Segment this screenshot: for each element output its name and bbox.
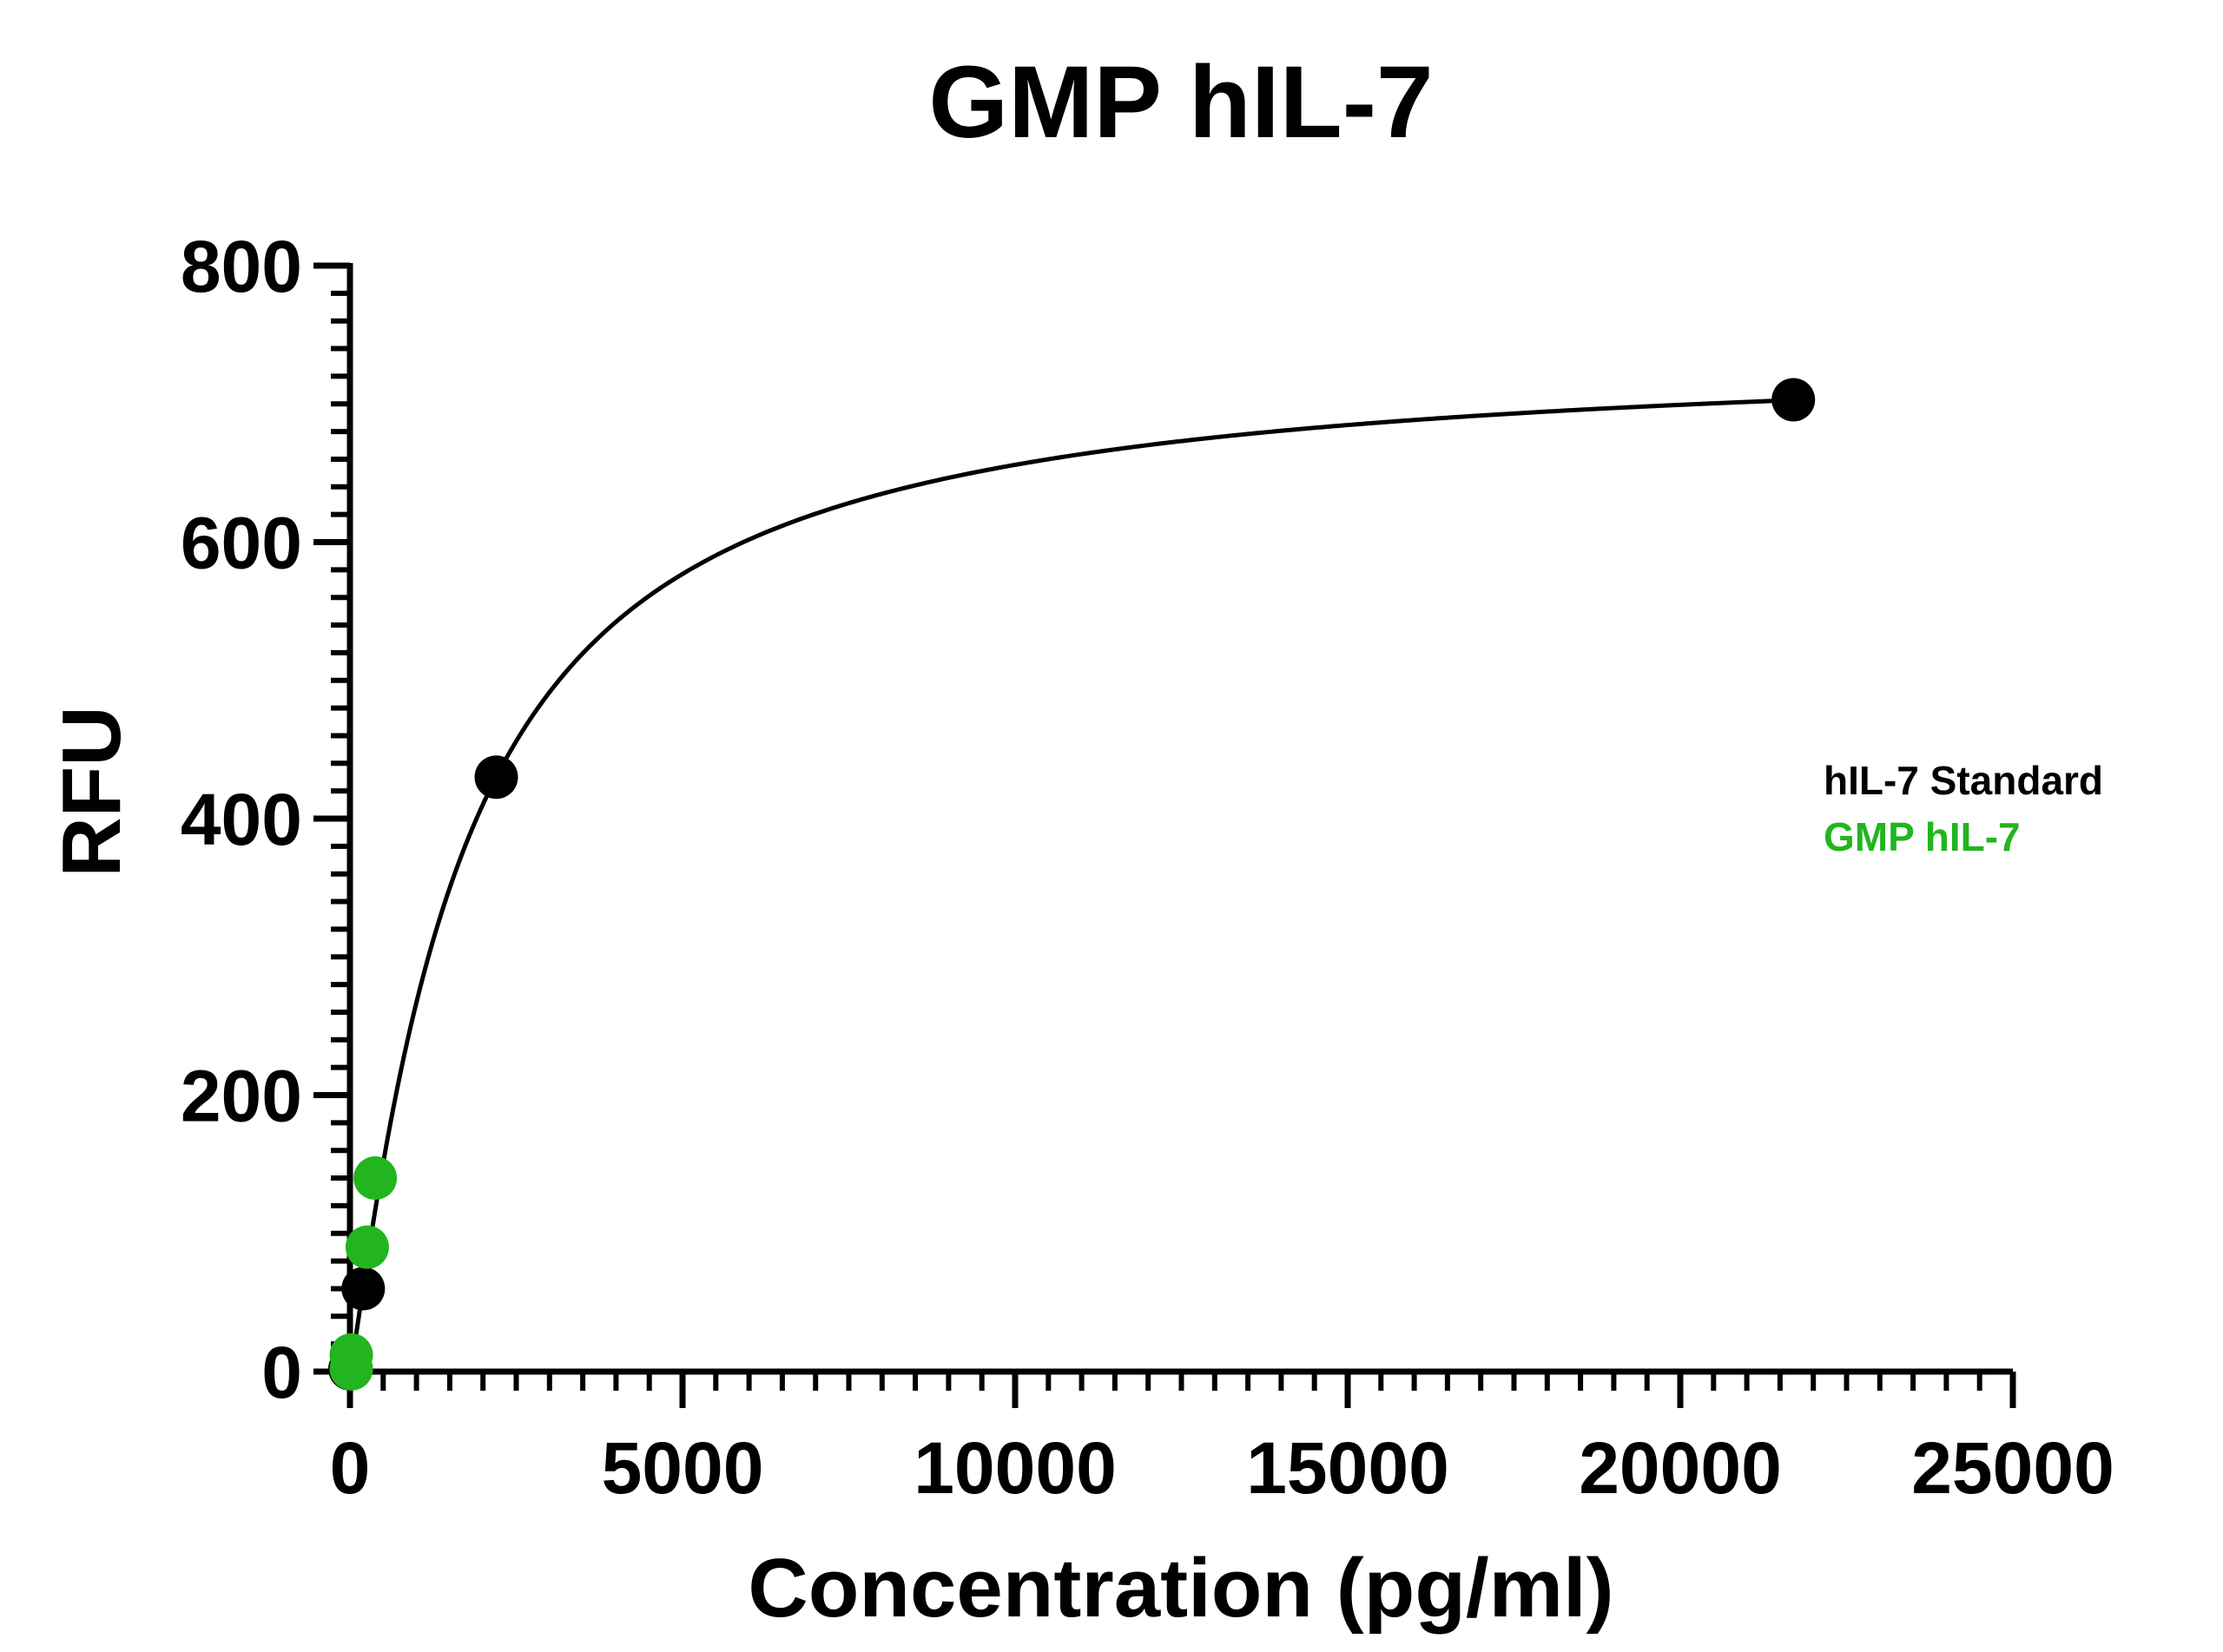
y-axis-ticks [313, 262, 350, 1375]
gmp-point [329, 1333, 373, 1377]
x-tick-label: 15000 [1246, 1427, 1449, 1509]
x-tick-label: 10000 [914, 1427, 1117, 1509]
x-tick-label: 20000 [1579, 1427, 1782, 1509]
x-tick-labels: 0 5000 10000 15000 20000 25000 [330, 1427, 2114, 1509]
y-tick-labels: 0 200 400 600 800 [181, 226, 302, 1413]
y-tick-label: 0 [261, 1332, 302, 1413]
legend-entry-standard: hIL-7 Standard [1824, 758, 2103, 803]
x-tick-label: 0 [330, 1427, 371, 1509]
chart-title: GMP hIL-7 [928, 45, 1433, 160]
standard-point [1771, 378, 1816, 422]
y-tick-label: 600 [181, 503, 302, 584]
x-tick-label: 5000 [602, 1427, 764, 1509]
standard-point [341, 1267, 386, 1311]
gmp-point [345, 1225, 389, 1269]
x-axis-label: Concentration (pg/ml) [748, 1542, 1613, 1635]
fit-curve [347, 398, 1794, 1372]
standard-point [474, 755, 518, 800]
fit-curves [347, 398, 1794, 1372]
x-axis-ticks [346, 1372, 2016, 1408]
y-tick-label: 400 [181, 779, 302, 860]
data-points [328, 378, 1816, 1391]
y-axis-label: RFU [45, 706, 138, 877]
legend: hIL-7 Standard GMP hIL-7 [1824, 758, 2103, 859]
gmp-point [353, 1156, 398, 1201]
y-tick-label: 200 [181, 1056, 302, 1137]
legend-entry-gmp: GMP hIL-7 [1824, 814, 2021, 859]
y-tick-label: 800 [181, 226, 302, 307]
x-tick-label: 25000 [1911, 1427, 2114, 1509]
